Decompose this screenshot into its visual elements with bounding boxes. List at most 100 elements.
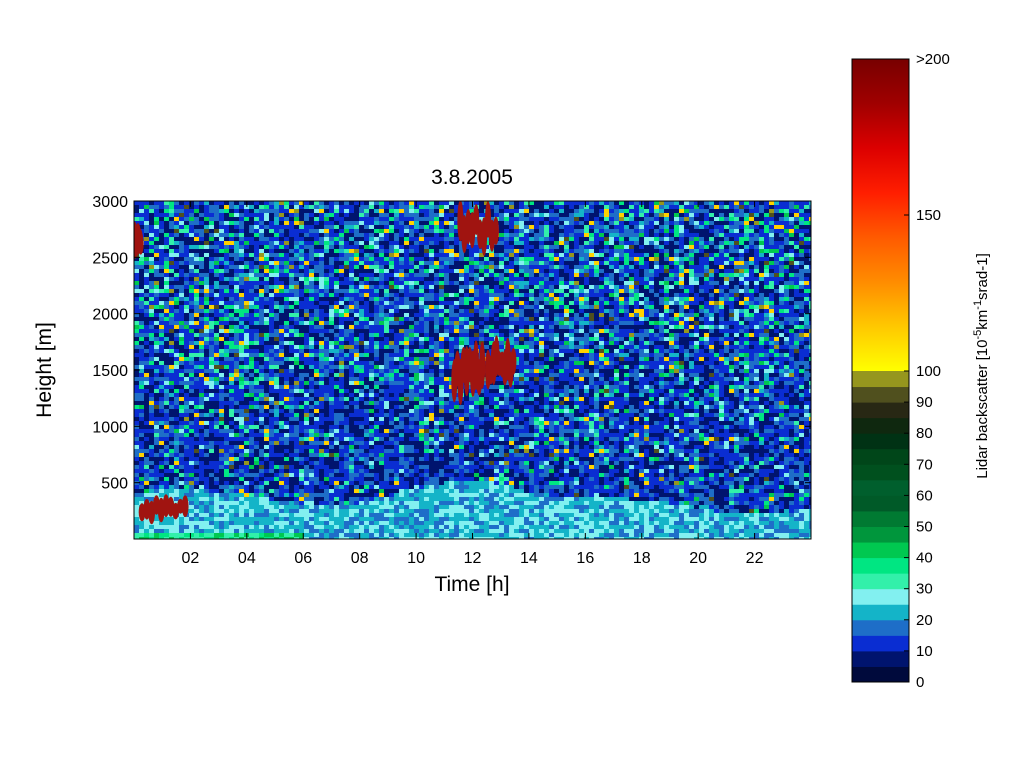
heatmap-cell xyxy=(704,277,709,281)
heatmap-cell xyxy=(569,213,574,217)
heatmap-cell xyxy=(454,213,459,217)
heatmap-cell xyxy=(284,317,289,321)
heatmap-cell xyxy=(504,253,509,257)
heatmap-cell xyxy=(604,273,609,277)
heatmap-cell xyxy=(424,301,429,305)
heatmap-cell xyxy=(769,245,774,249)
heatmap-cell xyxy=(139,301,144,305)
heatmap-cell xyxy=(789,225,794,229)
heatmap-cell xyxy=(134,261,139,265)
heatmap-cell xyxy=(524,297,529,301)
heatmap-cell xyxy=(724,333,729,337)
heatmap-cell xyxy=(484,285,489,289)
heatmap-cell xyxy=(439,333,444,337)
heatmap-cell xyxy=(134,301,139,305)
heatmap-cell xyxy=(304,341,309,345)
heatmap-cell xyxy=(669,277,674,281)
heatmap-cell xyxy=(564,245,569,249)
heatmap-cell xyxy=(319,313,324,317)
heatmap-cell xyxy=(609,201,614,205)
heatmap-cell xyxy=(184,277,189,281)
heatmap-cell xyxy=(354,321,359,325)
heatmap-cell xyxy=(289,305,294,309)
heatmap-cell xyxy=(574,241,579,245)
heatmap-cell xyxy=(559,313,564,317)
heatmap-cell xyxy=(619,277,624,281)
heatmap-cell xyxy=(314,241,319,245)
heatmap-cell xyxy=(599,301,604,305)
heatmap-cell xyxy=(424,345,429,349)
heatmap-cell xyxy=(369,305,374,309)
heatmap-cell xyxy=(574,213,579,217)
heatmap-cell xyxy=(344,221,349,225)
heatmap-cell xyxy=(714,217,719,221)
heatmap-cell xyxy=(399,297,404,301)
heatmap-cell xyxy=(674,229,679,233)
heatmap-cell xyxy=(754,209,759,213)
heatmap-cell xyxy=(809,337,811,341)
heatmap-cell xyxy=(544,257,549,261)
heatmap-cell xyxy=(259,249,264,253)
heatmap-cell xyxy=(259,201,264,205)
heatmap-cell xyxy=(464,273,469,277)
heatmap-cell xyxy=(539,237,544,241)
heatmap-cell xyxy=(504,305,509,309)
heatmap-cell xyxy=(294,313,299,317)
heatmap-cell xyxy=(459,305,464,309)
heatmap-cell xyxy=(359,293,364,297)
heatmap-cell xyxy=(209,301,214,305)
heatmap-cell xyxy=(554,269,559,273)
heatmap-cell xyxy=(269,265,274,269)
heatmap-cell xyxy=(679,245,684,249)
heatmap-cell xyxy=(214,241,219,245)
heatmap-cell xyxy=(729,205,734,209)
heatmap-cell xyxy=(764,305,769,309)
heatmap-cell xyxy=(609,249,614,253)
heatmap-cell xyxy=(624,337,629,341)
heatmap-cell xyxy=(519,249,524,253)
heatmap-cell xyxy=(449,337,454,341)
heatmap-cell xyxy=(459,309,464,313)
heatmap-cell xyxy=(809,237,811,241)
heatmap-cell xyxy=(644,337,649,341)
heatmap-cell xyxy=(459,297,464,301)
heatmap-cell xyxy=(524,253,529,257)
heatmap-cell xyxy=(549,217,554,221)
heatmap-cell xyxy=(809,213,811,217)
heatmap-cell xyxy=(754,205,759,209)
heatmap-cell xyxy=(299,221,304,225)
heatmap-cell xyxy=(709,237,714,241)
heatmap-cell xyxy=(234,273,239,277)
heatmap-cell xyxy=(679,325,684,329)
heatmap-cell xyxy=(659,261,664,265)
heatmap-cell xyxy=(334,309,339,313)
heatmap-cell xyxy=(314,205,319,209)
heatmap-cell xyxy=(189,225,194,229)
heatmap-cell xyxy=(729,269,734,273)
heatmap-cell xyxy=(479,249,484,253)
heatmap-cell xyxy=(759,337,764,341)
heatmap-cell xyxy=(634,317,639,321)
heatmap-cell xyxy=(229,297,234,301)
heatmap-cell xyxy=(149,265,154,269)
heatmap-cell xyxy=(349,233,354,237)
heatmap-cell xyxy=(374,317,379,321)
heatmap-cell xyxy=(339,329,344,333)
heatmap-cell xyxy=(584,257,589,261)
heatmap-cell xyxy=(794,205,799,209)
heatmap-cell xyxy=(524,301,529,305)
heatmap-cell xyxy=(624,253,629,257)
heatmap-cell xyxy=(479,261,484,265)
heatmap-cell xyxy=(144,205,149,209)
heatmap-cell xyxy=(179,233,184,237)
heatmap-cell xyxy=(204,285,209,289)
heatmap-cell xyxy=(449,233,454,237)
heatmap-cell xyxy=(329,233,334,237)
heatmap-cell xyxy=(259,345,264,349)
heatmap-cell xyxy=(419,289,424,293)
heatmap-cell xyxy=(749,201,754,205)
heatmap-cell xyxy=(494,293,499,297)
heatmap-cell xyxy=(164,277,169,281)
heatmap-cell xyxy=(294,221,299,225)
heatmap-cell xyxy=(614,345,619,349)
